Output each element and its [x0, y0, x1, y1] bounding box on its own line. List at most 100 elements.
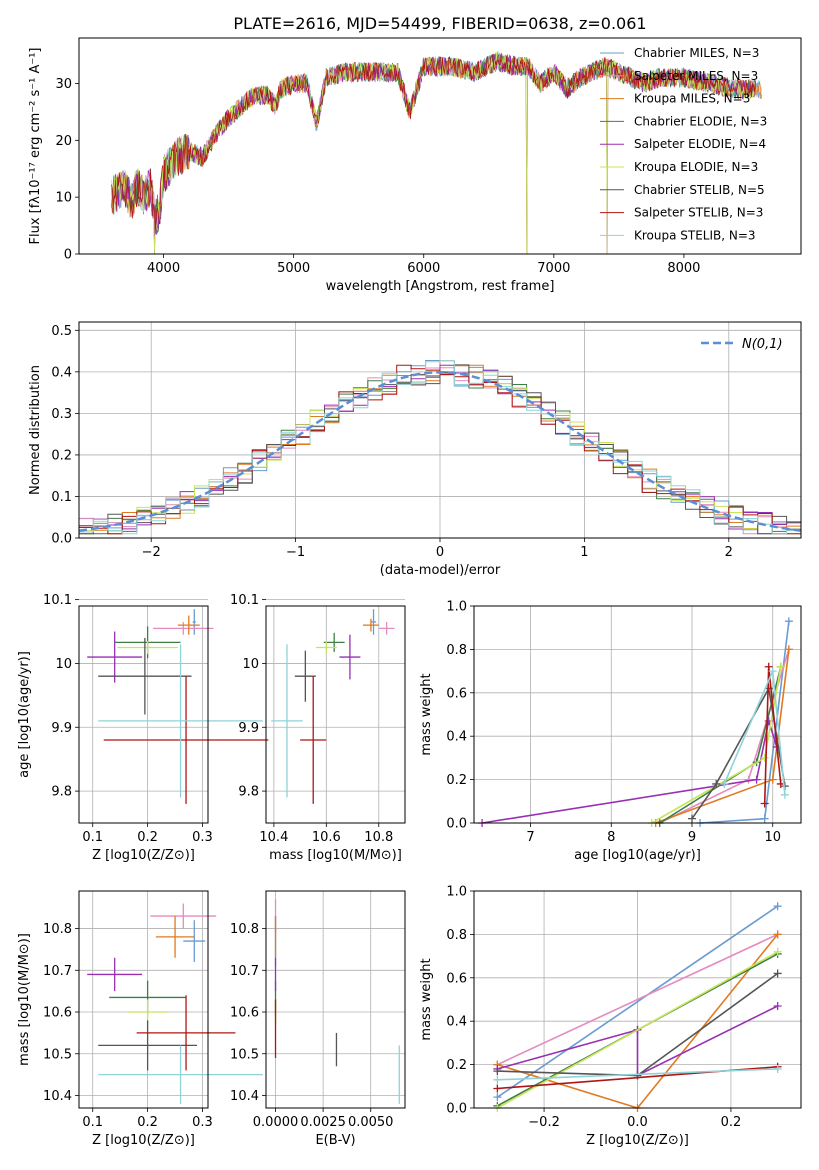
legend-label: Chabrier ELODIE, N=3	[634, 114, 767, 128]
y-tick-label: 0.0	[51, 532, 72, 547]
weight-marker	[493, 1084, 502, 1093]
y-tick-label: 0.8	[446, 643, 467, 658]
x-axis-label: wavelength [Angstrom, rest frame]	[326, 279, 555, 294]
y-tick-label: 0.5	[51, 324, 72, 339]
y-tick-label: 0.1	[51, 490, 72, 505]
y-tick-label: 10.1	[230, 593, 259, 608]
weight-marker	[773, 947, 782, 956]
x-tick-label: 10.8	[364, 830, 393, 845]
weight-line-0	[496, 905, 779, 1098]
spectrum-line-7	[111, 54, 756, 234]
weight-marker	[780, 790, 789, 799]
panel-1: −2 −1 0 1 2 0.0 0.1 0.2 0.3 0.4 0.5 (data-model)/er…	[28, 321, 802, 578]
y-tick-label: 10.5	[230, 1047, 259, 1062]
panel-4: 7 8 9 10 0.0 0.2 0.4 0.6 0.8 1.0 age [log10(age/yr…	[419, 600, 802, 863]
y-tick-label: 0.0	[446, 1102, 467, 1117]
x-tick-label: 0.2	[721, 1115, 742, 1130]
x-axis-label: (data-model)/error	[380, 563, 501, 578]
weight-line-0	[700, 621, 790, 824]
chart-title: PLATE=2616, MJD=54499, FIBERID=0638, z=0…	[233, 14, 646, 33]
y-tick-label: 0.4	[51, 365, 72, 380]
panel-6: 0.0000 0.0025 0.0050 10.4 10.5 10.6 10.7 10.8 E(…	[230, 890, 406, 1148]
weight-marker	[760, 799, 769, 808]
y-tick-label: 1.0	[446, 885, 467, 900]
x-tick-label: 0.0025	[300, 1115, 346, 1130]
y-tick-label: 9.8	[238, 785, 259, 800]
x-tick-label: 0.1	[82, 830, 103, 845]
x-tick-label: 4000	[147, 261, 180, 276]
y-axis-label: mass weight	[419, 673, 434, 755]
axes-frame	[78, 37, 802, 255]
weight-marker	[493, 1075, 502, 1084]
y-tick-label: 0.2	[446, 1058, 467, 1073]
x-tick-label: −2	[142, 545, 161, 560]
x-tick-label: −1	[286, 545, 305, 560]
legend-label: Chabrier STELIB, N=5	[634, 183, 765, 197]
x-axis-label: E(B-V)	[315, 1133, 355, 1148]
y-tick-label: 0.6	[446, 971, 467, 986]
x-tick-label: 10.4	[259, 830, 288, 845]
x-tick-label: 0.0000	[253, 1115, 299, 1130]
legend-label: Salpeter MILES, N=3	[634, 69, 758, 83]
x-axis-label: age [log10(age/yr)]	[574, 848, 701, 863]
x-tick-label: 0.2	[137, 1115, 158, 1130]
weight-line-4	[481, 717, 778, 824]
y-tick-label: 9.9	[51, 721, 72, 736]
panel-3: 10.4 10.6 10.8 9.8 9.9 10 10.1 mass [log10(M/M⊙…	[230, 593, 406, 863]
x-tick-label: 0.0050	[348, 1115, 394, 1130]
x-axis-label: Z [log10(Z/Z⊙)]	[586, 1133, 689, 1148]
y-tick-label: 9.8	[51, 785, 72, 800]
y-tick-label: 0.8	[446, 928, 467, 943]
x-tick-label: 7	[526, 830, 534, 845]
y-tick-label: 0.0	[446, 817, 467, 832]
panel-0: 4000 5000 6000 7000 8000 0 10 20 30 wavelength [A…	[28, 37, 802, 294]
weight-line-1	[497, 933, 778, 1066]
x-tick-label: 10.6	[312, 830, 341, 845]
weight-marker	[493, 1093, 502, 1102]
weight-marker	[764, 662, 773, 671]
x-tick-label: 8	[607, 830, 615, 845]
y-tick-label: 0.2	[51, 448, 72, 463]
x-tick-label: −0.2	[528, 1115, 560, 1130]
axes-frame	[78, 321, 802, 539]
y-tick-label: 10	[242, 657, 259, 672]
y-tick-label: 10.7	[43, 964, 72, 979]
weight-line-4	[497, 1005, 778, 1077]
x-tick-label: 8000	[667, 261, 700, 276]
legend-label: N(0,1)	[742, 337, 783, 352]
x-tick-label: 9	[688, 830, 696, 845]
x-tick-label: 1	[580, 545, 588, 560]
y-tick-label: 30	[55, 77, 72, 92]
x-tick-label: 6000	[407, 261, 440, 276]
legend-label: Salpeter ELODIE, N=4	[634, 137, 766, 151]
panel-2: 0.1 0.2 0.3 9.8 9.9 10 10.1 Z [log10(Z/Z⊙)] age …	[17, 593, 269, 863]
y-tick-label: 0.4	[446, 730, 467, 745]
x-tick-label: 0.0	[627, 1115, 648, 1130]
weight-marker	[784, 617, 793, 626]
y-axis-label: mass [log10(M/M⊙)]	[17, 933, 32, 1066]
y-tick-label: 10	[55, 657, 72, 672]
y-tick-label: 10.8	[230, 922, 259, 937]
y-tick-label: 10.6	[43, 1006, 72, 1021]
weight-marker	[752, 775, 761, 784]
y-axis-label: Normed distribution	[28, 365, 43, 495]
axes-frame	[265, 890, 406, 1109]
weight-marker	[768, 667, 777, 676]
histogram-series-6	[79, 364, 801, 535]
x-axis-label: mass [log10(M/M⊙)]	[269, 848, 402, 863]
y-tick-label: 0.4	[446, 1015, 467, 1030]
legend-label: Kroupa ELODIE, N=3	[634, 160, 758, 174]
y-tick-label: 10.4	[43, 1089, 72, 1104]
y-tick-label: 1.0	[446, 600, 467, 615]
x-tick-label: 5000	[277, 261, 310, 276]
weight-line-6	[691, 686, 786, 820]
weight-marker	[744, 775, 753, 784]
x-axis-label: Z [log10(Z/Z⊙)]	[92, 848, 195, 863]
y-axis-label: Flux [fλ10⁻¹⁷ erg cm⁻² s⁻¹ A⁻¹]	[28, 48, 43, 245]
weight-marker	[784, 645, 793, 654]
legend-label: Chabrier MILES, N=3	[634, 46, 759, 60]
weight-marker	[493, 1067, 502, 1076]
x-tick-label: 2	[725, 545, 733, 560]
x-tick-label: 0.3	[192, 830, 213, 845]
